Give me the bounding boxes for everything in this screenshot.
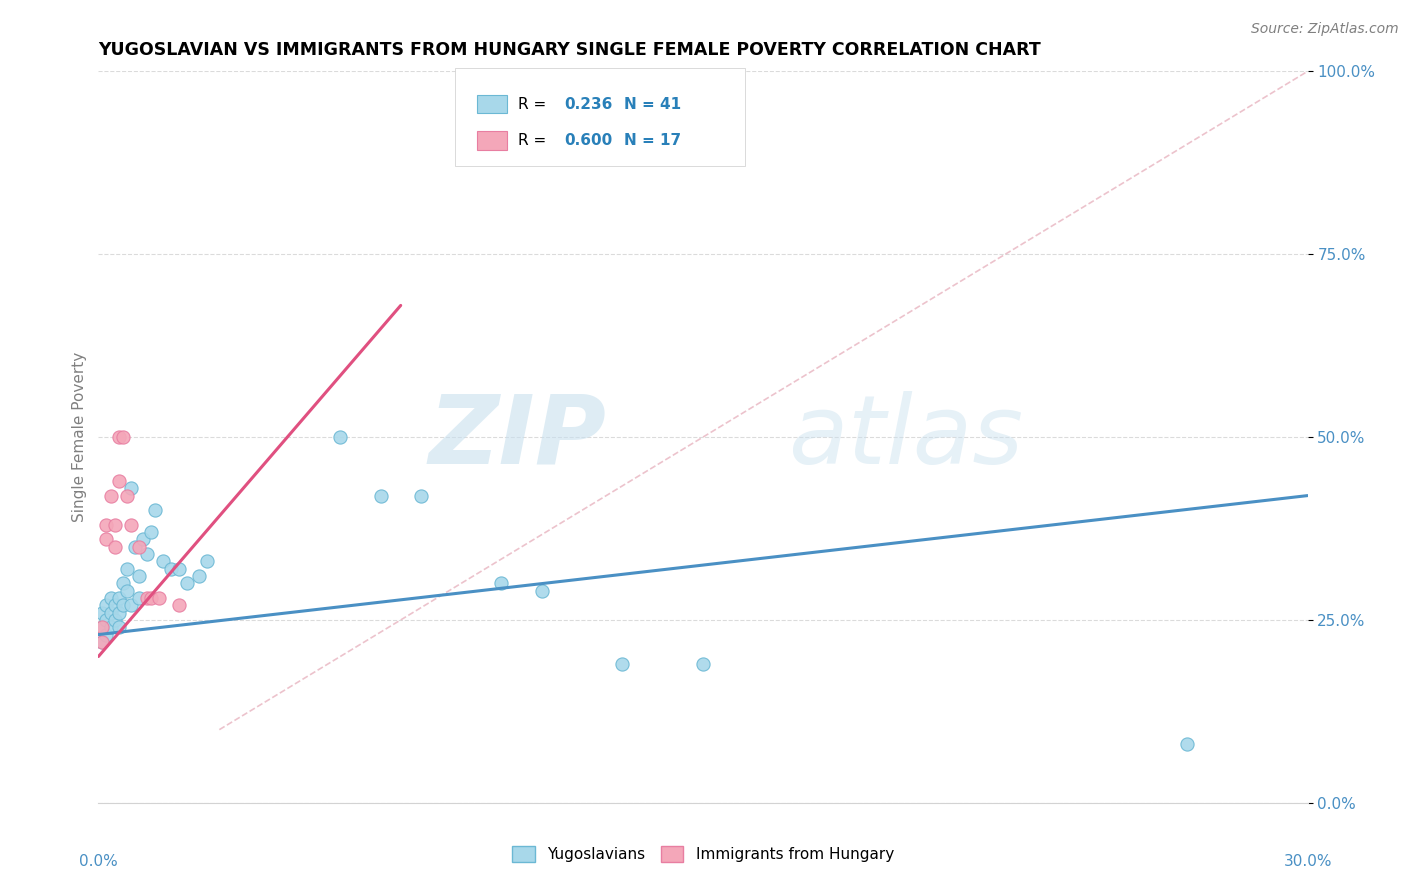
Point [107,620,129,634]
Text: YUGOSLAVIAN VS IMMIGRANTS FROM HUNGARY SINGLE FEMALE POVERTY CORRELATION CHART: YUGOSLAVIAN VS IMMIGRANTS FROM HUNGARY S… [98,41,1042,59]
Point [107,430,129,444]
Point [103,613,125,627]
Point [111,599,134,613]
Point [139,591,162,605]
Point [167,562,190,576]
Point [692,657,714,671]
Text: N = 17: N = 17 [624,133,682,148]
Point [96,533,118,547]
Point [100,489,122,503]
Point [96,517,118,532]
Point [1175,737,1198,751]
Point [167,599,190,613]
Point [103,540,125,554]
Text: Source: ZipAtlas.com: Source: ZipAtlas.com [1251,22,1399,37]
FancyBboxPatch shape [477,131,508,150]
Point [111,576,134,591]
Point [96,627,118,641]
Point [612,657,634,671]
Point [124,540,146,554]
Point [103,517,125,532]
Point [115,583,138,598]
Text: R =: R = [517,96,551,112]
Point [107,606,129,620]
Point [409,489,432,503]
Point [103,599,125,613]
Point [132,533,155,547]
Point [329,430,352,444]
Point [115,562,138,576]
Text: 30.0%: 30.0% [1284,854,1331,869]
Point [148,591,170,605]
Point [100,606,122,620]
Text: 0.0%: 0.0% [79,854,118,869]
Text: 0.236: 0.236 [564,96,613,112]
Point [91,635,114,649]
Point [100,591,122,605]
Text: ZIP: ZIP [429,391,606,483]
FancyBboxPatch shape [456,68,745,167]
Point [111,430,134,444]
Text: N = 41: N = 41 [624,96,682,112]
Point [370,489,392,503]
Point [96,613,118,627]
Point [91,606,114,620]
Y-axis label: Single Female Poverty: Single Female Poverty [72,352,87,522]
Text: R =: R = [517,133,551,148]
Text: atlas: atlas [787,391,1022,483]
Point [120,599,142,613]
Point [530,583,553,598]
Text: 0.600: 0.600 [564,133,612,148]
Point [188,569,211,583]
Point [491,576,513,591]
Point [107,474,129,488]
Point [115,489,138,503]
Point [107,591,129,605]
Point [120,481,142,495]
Point [139,525,162,540]
Point [176,576,198,591]
Point [135,591,157,605]
Point [96,599,118,613]
Point [128,591,150,605]
Point [143,503,166,517]
Point [160,562,183,576]
Point [152,554,174,568]
Point [195,554,218,568]
Point [128,569,150,583]
Point [91,635,114,649]
Legend: Yugoslavians, Immigrants from Hungary: Yugoslavians, Immigrants from Hungary [506,840,900,868]
Point [120,517,142,532]
Point [135,547,157,561]
Point [91,620,114,634]
Point [100,620,122,634]
Point [91,620,114,634]
FancyBboxPatch shape [477,95,508,113]
Point [128,540,150,554]
